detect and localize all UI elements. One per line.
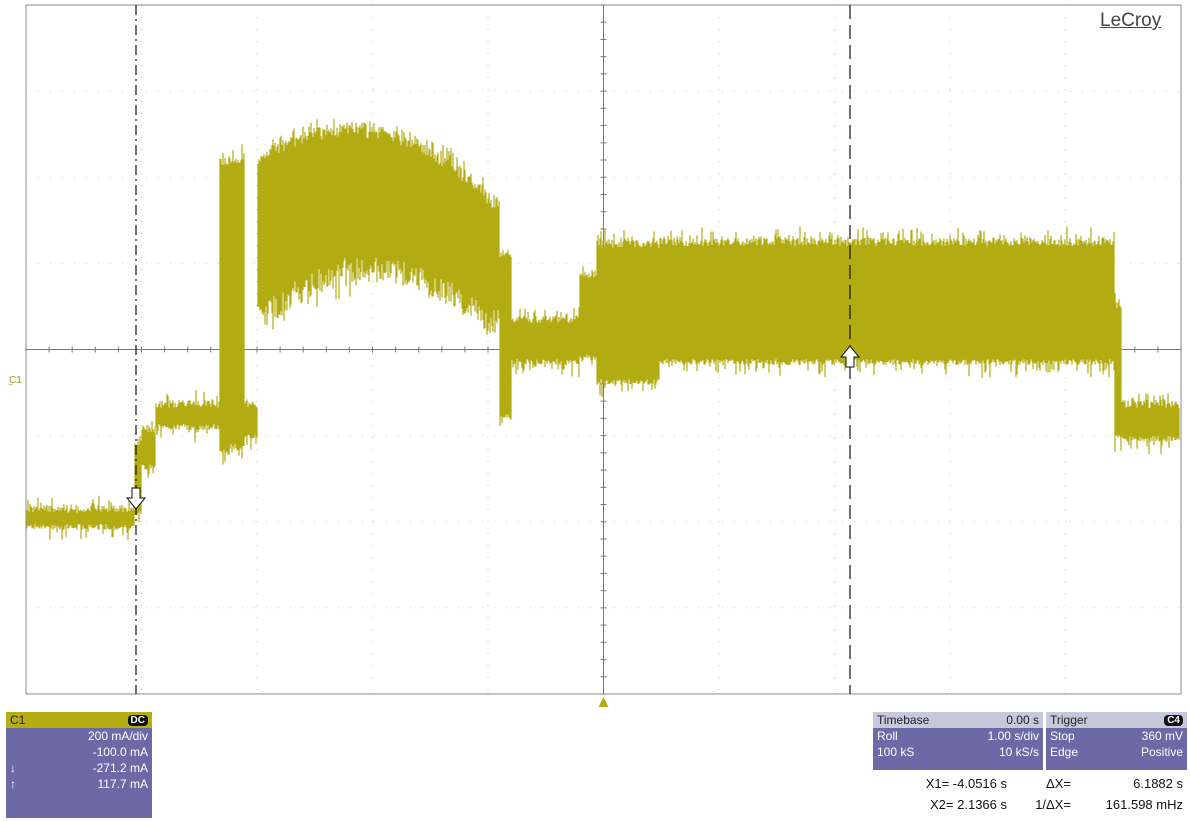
cursors[interactable] — [125, 5, 861, 694]
timebase-row-2: 100 kS 10 kS/s — [873, 744, 1043, 760]
trigger-panel[interactable]: Trigger C4 Stop 360 mV Edge Positive — [1046, 712, 1187, 770]
waveform-path — [26, 118, 1180, 540]
trigger-slope: Positive — [1140, 745, 1183, 759]
measurement-row-2: X2= 2.1366 s 1/ΔX= 161.598 mHz — [873, 794, 1187, 815]
channel-1-label: C1 — [10, 713, 26, 727]
trigger-row-1: Stop 360 mV — [1046, 728, 1187, 744]
channel-1-scale: 200 mA/div — [6, 728, 152, 744]
brand-logo: LeCroy — [1100, 10, 1162, 31]
cursor1-arrow-icon: ↓ — [10, 761, 16, 775]
trigger-source-badge: C4 — [1164, 714, 1183, 726]
trigger-type: Edge — [1050, 745, 1079, 759]
timebase-header[interactable]: Timebase 0.00 s — [873, 712, 1043, 728]
cursor-measurements: X1= -4.0516 s ΔX= 6.1882 s X2= 2.1366 s … — [873, 773, 1187, 815]
channel-1-panel[interactable]: C1 DC 200 mA/div -100.0 mA ↓ -271.2 mA ↑… — [6, 712, 152, 818]
inv-dx-readout: 161.598 mHz — [1105, 797, 1183, 812]
offset-value: -100.0 mA — [92, 745, 148, 759]
measurement-row-1: X1= -4.0516 s ΔX= 6.1882 s — [873, 773, 1187, 794]
channel-1-header[interactable]: C1 DC — [6, 712, 152, 728]
cursor2-value: 117.7 mA — [97, 777, 148, 791]
cursor-down-arrow-icon — [125, 487, 147, 510]
inv-dx-label: 1/ΔX= — [1035, 797, 1071, 812]
x2-readout: X2= 2.1366 s — [930, 797, 1007, 812]
timebase-label: Timebase — [877, 713, 930, 727]
timebase-delay: 0.00 s — [1006, 713, 1039, 727]
channel-marker: C1 ‾ — [9, 375, 22, 395]
timebase-mode: Roll — [877, 729, 898, 743]
timebase-tdiv: 1.00 s/div — [987, 729, 1039, 743]
dx-label: ΔX= — [1046, 776, 1071, 791]
timebase-row-1: Roll 1.00 s/div — [873, 728, 1043, 744]
cursor-up-arrow-icon — [839, 345, 861, 368]
trigger-time-marker-icon — [598, 697, 609, 707]
timebase-rate: 10 kS/s — [998, 745, 1039, 759]
dx-readout: 6.1882 s — [1133, 776, 1183, 791]
cursor1-value: -271.2 mA — [92, 761, 148, 775]
waveform-trace — [26, 118, 1180, 540]
x1-readout: X1= -4.0516 s — [925, 776, 1007, 791]
trigger-state: Stop — [1050, 729, 1075, 743]
channel-1-offset: -100.0 mA — [6, 744, 152, 760]
channel-marker-arrow-icon: ‾ — [9, 384, 13, 395]
trigger-label: Trigger — [1050, 713, 1088, 727]
timebase-panel[interactable]: Timebase 0.00 s Roll 1.00 s/div 100 kS 1… — [873, 712, 1043, 770]
trigger-row-2: Edge Positive — [1046, 744, 1187, 760]
trigger-level: 360 mV — [1141, 729, 1183, 743]
trigger-header[interactable]: Trigger C4 — [1046, 712, 1187, 728]
channel-marker-label: C1 — [9, 375, 22, 386]
coupling-badge: DC — [127, 714, 148, 726]
cursor2-arrow-icon: ↑ — [10, 777, 16, 791]
timebase-samples: 100 kS — [877, 745, 915, 759]
oscilloscope-display — [25, 4, 1182, 707]
channel-1-cursor1: ↓ -271.2 mA — [6, 760, 152, 776]
channel-1-cursor2: ↑ 117.7 mA — [6, 776, 152, 792]
scale-value: 200 mA/div — [87, 729, 148, 743]
